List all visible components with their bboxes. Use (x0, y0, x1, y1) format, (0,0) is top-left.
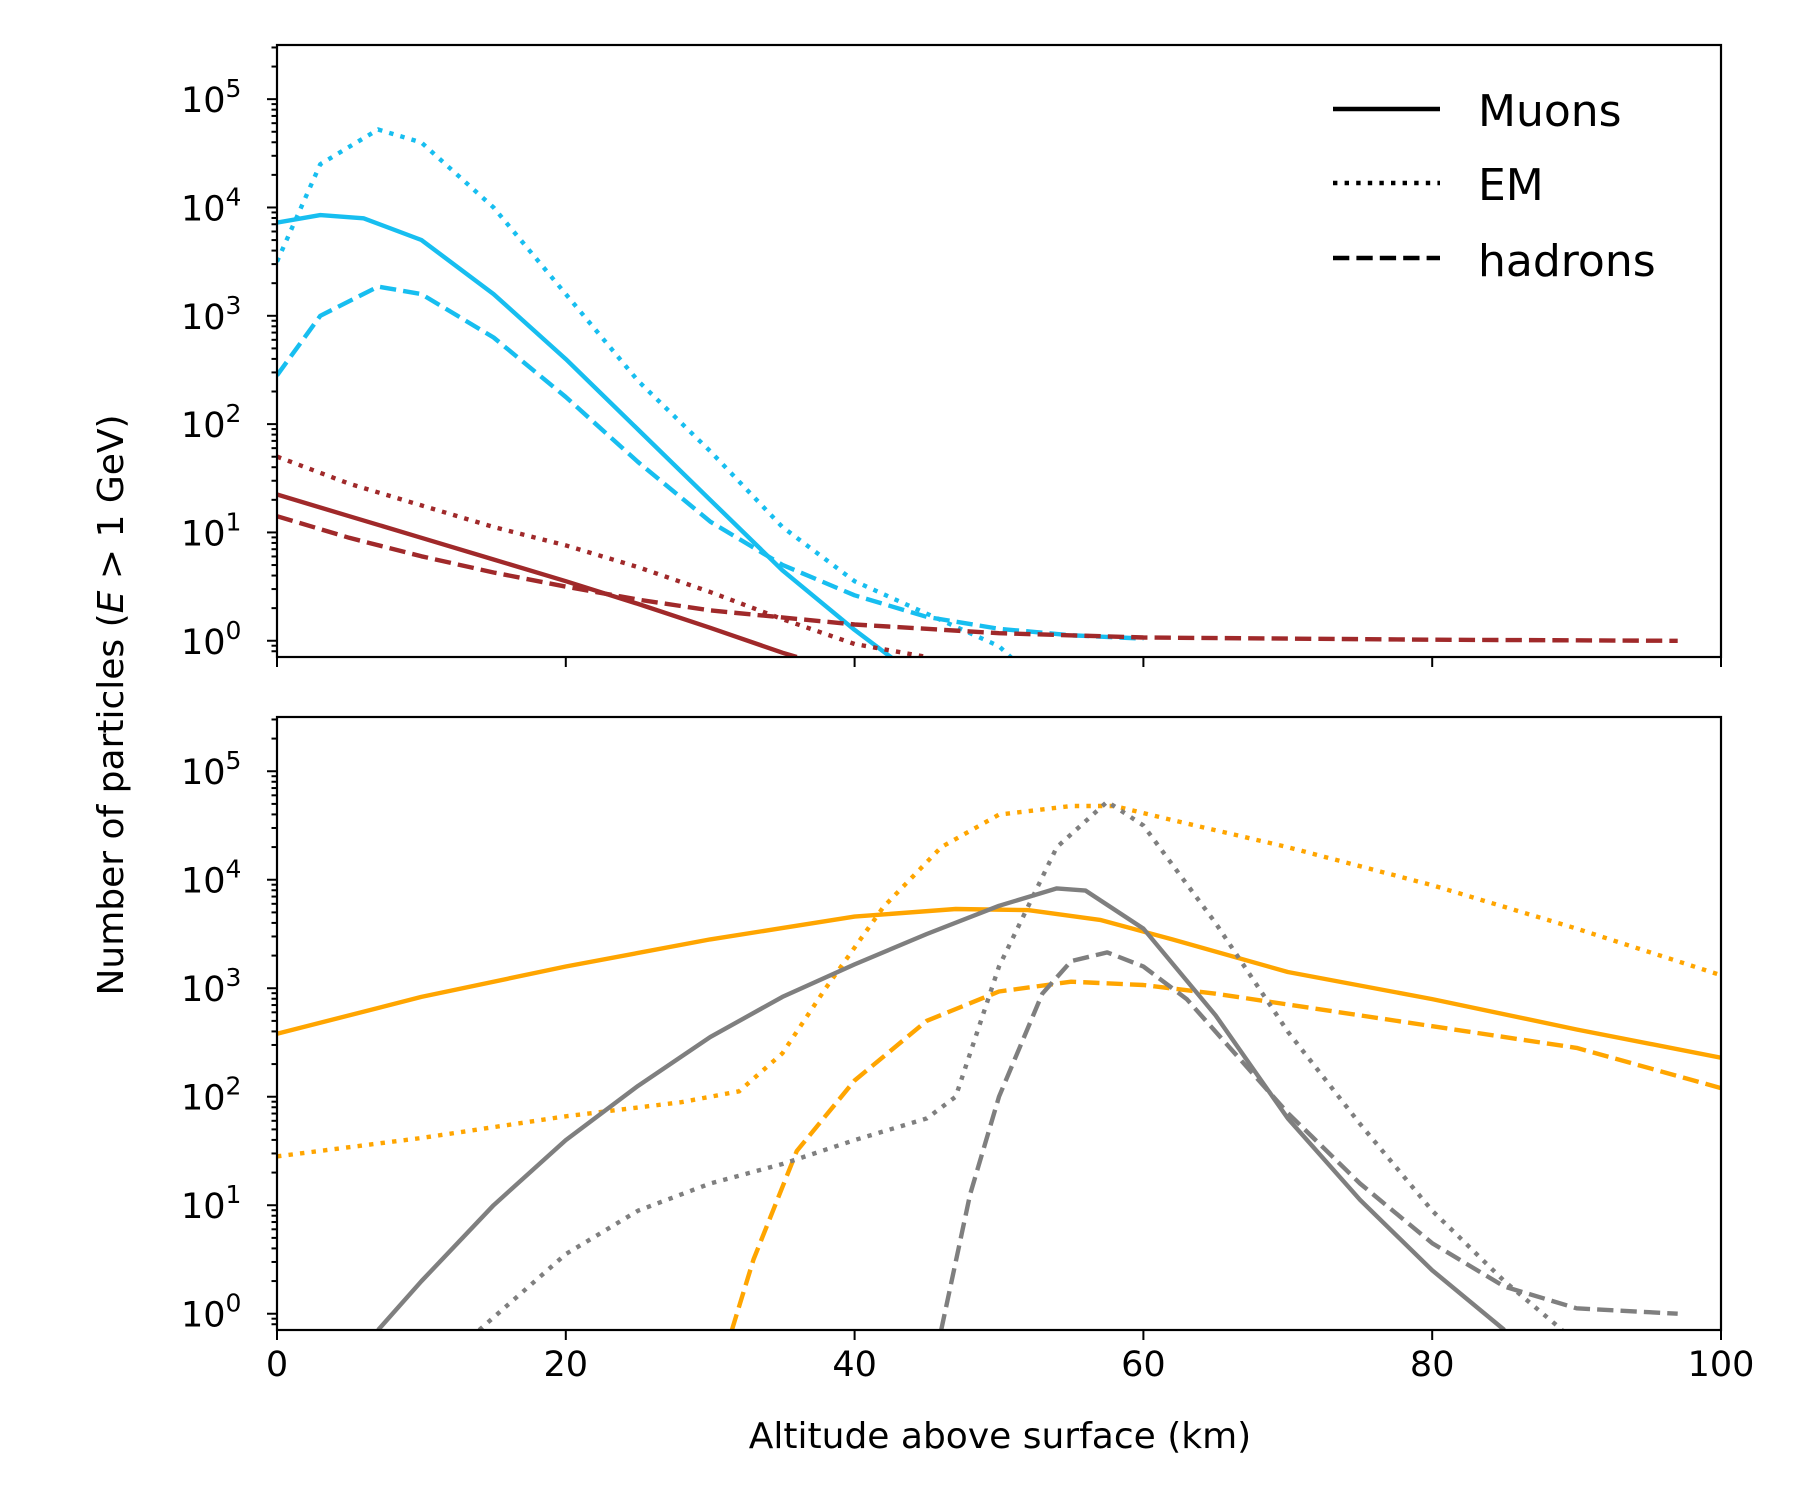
legend-label-muons: Muons (1478, 86, 1622, 137)
x-tick-label: 100 (1688, 1345, 1755, 1385)
bottom-series-orange-em (277, 803, 1721, 1159)
bottom-series-gray-muons (376, 886, 1506, 1330)
x-tick-label: 80 (1410, 1345, 1455, 1385)
top-plot-area (277, 127, 1678, 657)
top-series-cyan-muons (277, 212, 895, 657)
bottom-y-tick-label: 102 (181, 1072, 241, 1119)
top-series-darkred-em (277, 454, 928, 657)
top-axes-frame (275, 43, 1723, 659)
y-axis-label: Number of particles (E > 1 GeV) (91, 414, 132, 995)
top-series-darkred-hadrons (277, 514, 1678, 643)
x-tick-label: 20 (544, 1345, 589, 1385)
top-series-cyan-hadrons (277, 284, 1144, 641)
top-series-cyan-em (277, 127, 1014, 657)
bottom-plot-area (277, 799, 1721, 1330)
bottom-series-orange-muons (277, 906, 1721, 1060)
bottom-series-orange-hadrons (729, 979, 1721, 1330)
x-axis-label: Altitude above surface (km) (749, 1416, 1251, 1457)
bottom-series-gray-hadrons (939, 950, 1678, 1330)
top-series-darkred-muons (277, 492, 798, 657)
bottom-series-gray-em (477, 799, 1564, 1330)
legend-label-em: EM (1478, 160, 1544, 211)
legend-label-hadrons: hadrons (1478, 236, 1656, 287)
x-tick-label: 40 (832, 1345, 877, 1385)
bottom-y-tick-label: 100 (181, 1289, 241, 1336)
x-tick-label: 0 (266, 1345, 288, 1385)
legend: Muons EM hadrons (1333, 86, 1656, 287)
x-tick-label: 60 (1121, 1345, 1166, 1385)
bottom-axes-frame (275, 715, 1723, 1332)
